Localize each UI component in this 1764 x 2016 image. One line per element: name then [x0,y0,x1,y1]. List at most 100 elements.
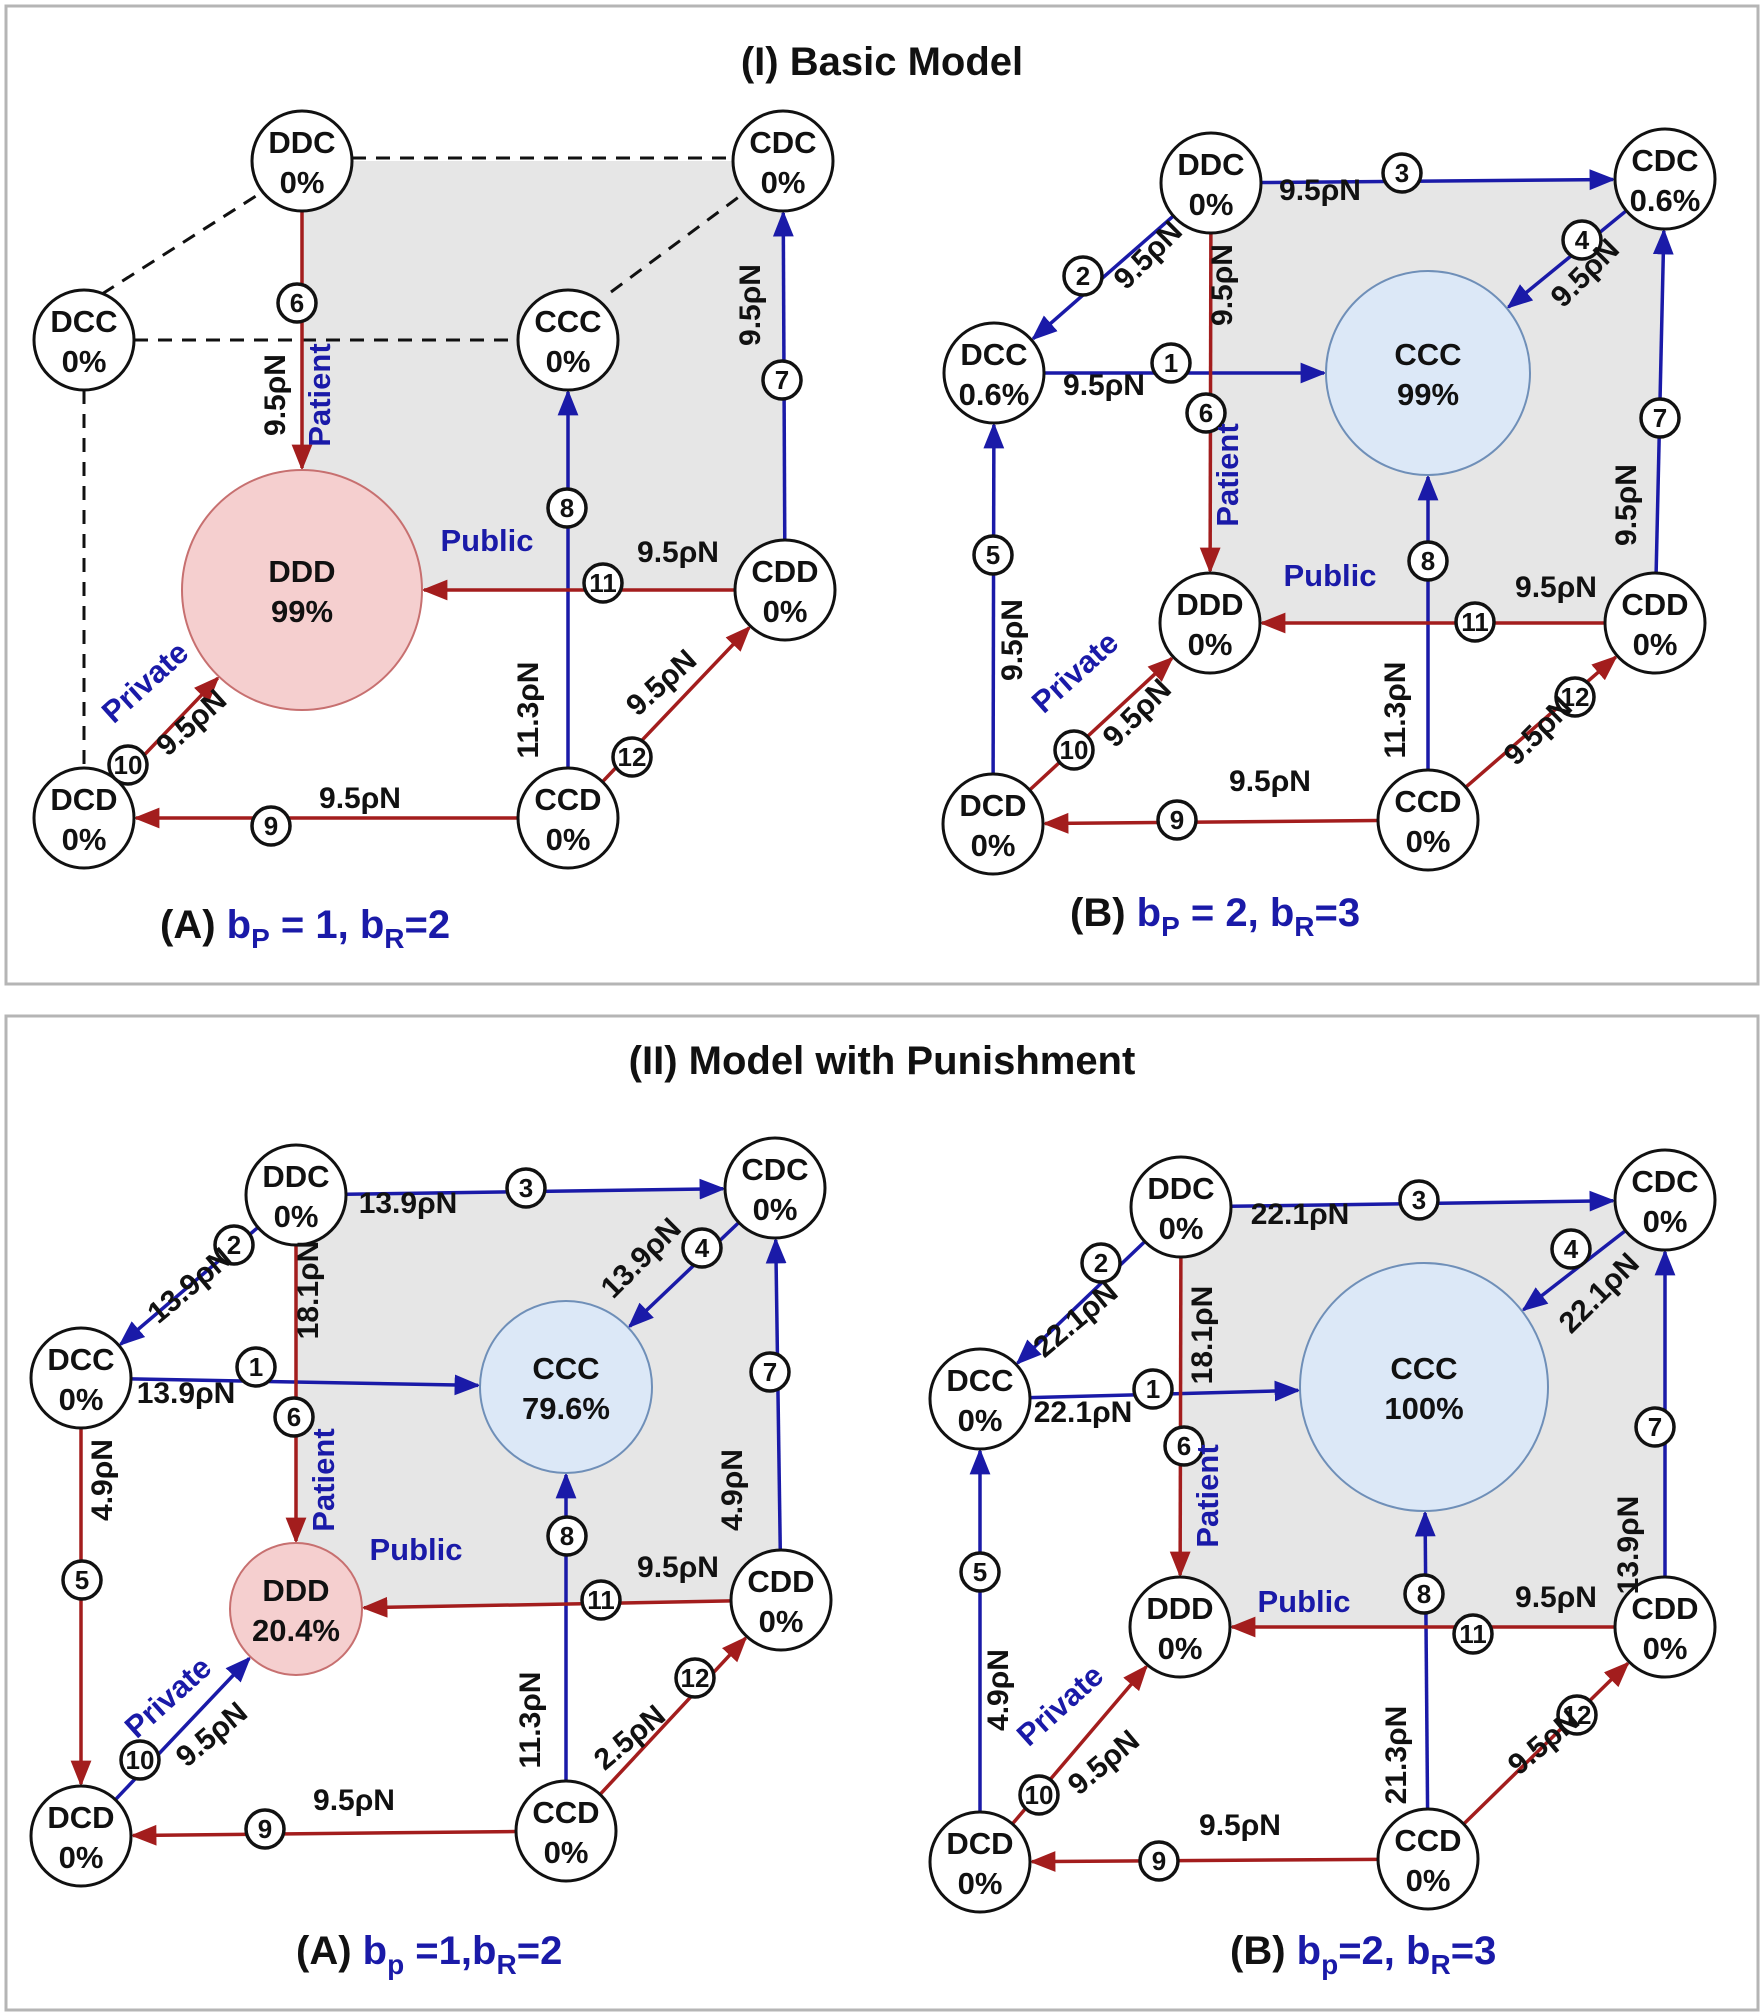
transition-rate-label: 4.9ρN [982,1649,1015,1731]
state-node-frequency: 0% [1643,1204,1688,1239]
state-node-frequency: 79.6% [522,1391,610,1426]
transition-number-badge: 5 [61,1559,103,1601]
state-node-ccc: CCC 99% [1325,270,1531,476]
state-node-frequency: 0.6% [1630,183,1701,218]
transition-number-badge: 2 [213,1224,255,1266]
state-node-ccc: CCC 79.6% [479,1300,653,1474]
state-node-name: CCD [534,782,601,817]
transition-rate-label: 21.3ρN [1380,1706,1413,1805]
transition-number-badge: 6 [1163,1425,1205,1467]
state-node-name: DCC [50,304,117,339]
transition-number-badge: 4 [1561,219,1603,261]
transition-number-badge: 8 [546,487,588,529]
state-node-frequency: 0% [761,165,806,200]
transition-rate-label: 9.5ρN [259,354,292,436]
svg-text:12: 12 [1563,1700,1592,1730]
state-node-name: DCD [959,788,1026,823]
state-node-name: DCD [946,1826,1013,1861]
transition-number-badge: 4 [681,1227,723,1269]
state-node-frequency: 0% [59,1382,104,1417]
subfigure-caption: (A) bP = 1, bR=2 [160,903,450,954]
transition-arrow-9 [130,1824,517,1846]
state-node-ddd: DDD 99% [181,469,423,711]
state-node-frequency: 0% [280,165,325,200]
transition-number-badge: 6 [276,282,318,324]
transition-rate-label: 9.5ρN [1206,244,1239,326]
transition-arrow-9 [1042,812,1379,834]
transition-number-badge: 7 [749,1351,791,1393]
transition-number-badge: 4 [1550,1228,1592,1270]
state-node-ddc: DDC 0% [244,1143,348,1247]
transition-rate-label: 9.5ρN [1279,174,1361,207]
transition-number-badge: 1 [235,1346,277,1388]
transition-arrow-8 [1414,1510,1436,1810]
svg-text:1: 1 [1164,348,1178,378]
transition-rate-label: 9.5ρN [1515,1581,1597,1614]
state-node-ddd: DDD 20.4% [229,1542,363,1676]
transition-number-badge: 3 [505,1167,547,1209]
transition-arrow-3 [1260,169,1616,191]
transition-rate-label: 9.5ρN [1063,369,1145,402]
subfigure-basic-b: DDC 0% CDC 0.6% DCC 0.6% CCC 99% DDD 0% CDD 0% DCD 0%… [941,127,1717,942]
transition-rate-label: 22.1ρN [1034,1396,1133,1429]
transition-arrow-7 [765,1237,787,1551]
transition-rate-label: 4.9ρN [86,1439,119,1521]
transition-number-badge: 12 [1556,1694,1598,1736]
transition-number-badge: 11 [1452,1613,1494,1655]
state-node-name: DCC [960,337,1027,372]
svg-text:2: 2 [227,1230,241,1260]
state-node-name: CCD [1394,784,1461,819]
transition-number-badge: 7 [1639,397,1681,439]
svg-text:7: 7 [763,1357,777,1387]
state-node-frequency: 0% [971,828,1016,863]
state-node-ddd: DDD 0% [1158,571,1262,675]
state-node-frequency: 0% [753,1192,798,1227]
state-node-name: DDC [1147,1171,1214,1206]
transition-number-badge: 7 [761,359,803,401]
state-node-name: DDC [1177,147,1244,182]
transition-number-badge: 8 [1407,540,1449,582]
svg-text:9: 9 [1152,1846,1166,1876]
svg-text:1: 1 [249,1352,263,1382]
state-node-cdc: CDC 0% [731,109,835,213]
state-node-ddc: DDC 0% [250,109,354,213]
transition-rate-label: 9.5ρN [1229,765,1311,798]
state-node-name: CCC [1390,1351,1457,1386]
state-node-frequency: 0% [59,1840,104,1875]
subfigure-basic-a: DDC 0% CDC 0% DCC 0% CCC 0% DDD 99% CDD 0% DCD 0% CCD 0… [32,109,837,954]
transition-rate-label: 4.9ρN [716,1449,749,1531]
transition-number-badge: 9 [250,805,292,847]
state-node-ccd: CCD 0% [514,1779,618,1883]
transition-rate-label: 13.9ρN [1612,1496,1645,1595]
transition-number-badge: 8 [546,1515,588,1557]
transition-number-badge: 11 [580,1579,622,1621]
transition-number-badge: 3 [1381,152,1423,194]
panel-title: (II) Model with Punishment [629,1039,1136,1083]
transition-number-badge: 8 [1403,1573,1445,1615]
public-label: Public [1257,1584,1350,1619]
patient-label: Patient [1190,1444,1225,1547]
state-node-cdc: CDC 0.6% [1613,127,1717,231]
state-node-ccd: CCD 0% [516,766,620,870]
transition-number-badge: 10 [1018,1774,1060,1816]
patient-label: Patient [306,1428,341,1531]
state-node-cdd: CDD 0% [1603,571,1707,675]
svg-text:2: 2 [1094,1248,1108,1278]
state-node-frequency: 0% [763,594,808,629]
svg-text:10: 10 [1025,1780,1054,1810]
state-node-dcc: DCC 0% [32,288,136,392]
state-node-name: CDC [741,1152,808,1187]
svg-text:8: 8 [560,1521,574,1551]
svg-text:9: 9 [258,1814,272,1844]
transition-arrow-1 [130,1374,481,1396]
transition-arrow-5 [983,422,1005,775]
transition-number-badge: 5 [972,534,1014,576]
state-node-frequency: 99% [271,594,333,629]
svg-text:12: 12 [681,1663,710,1693]
transition-rate-label: 9.5ρN [1515,571,1597,604]
transition-rate-label: 9.5ρN [319,782,401,815]
svg-text:4: 4 [1564,1234,1579,1264]
state-node-name: CCD [532,1795,599,1830]
svg-text:3: 3 [1412,1185,1426,1215]
transition-number-badge: 9 [1156,799,1198,841]
